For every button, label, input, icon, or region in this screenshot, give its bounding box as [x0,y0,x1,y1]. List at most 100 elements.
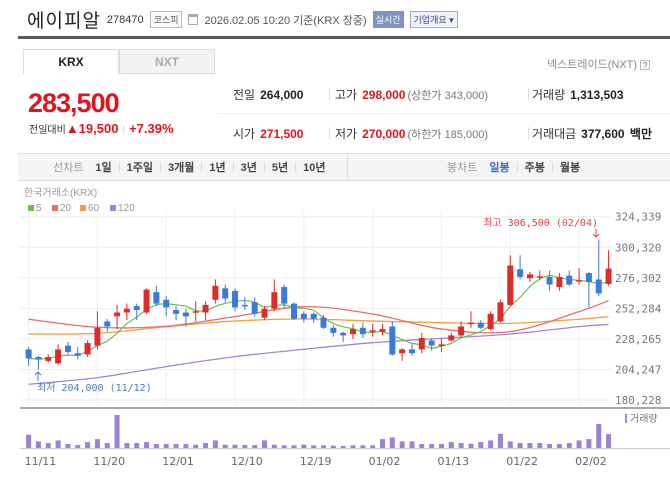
volume-bar [340,446,346,448]
volume-bar [94,439,100,448]
y-tick-label: 204,247 [615,363,661,376]
candle-월봉[interactable]: 월봉 [559,162,581,174]
legend-item-ma5[interactable]: 5 [28,203,42,215]
open-price: 시가 271,500 [233,127,304,141]
candle-body [153,292,160,304]
price-change: 전일대비▲19,500 | +7.39% [29,121,174,136]
candle-body [64,345,71,352]
candle-body [25,349,32,359]
volume-bar [330,445,336,448]
volume-bar [350,445,356,448]
nextrade-label: 넥스트레이드(NXT)? [547,56,651,72]
y-tick-label: 276,302 [615,272,661,285]
y-tick-label: 180,228 [615,394,661,407]
candle-body [251,302,258,314]
candle-body [546,276,553,285]
volume-bar [576,440,582,448]
candle-body [408,349,415,354]
candle-body [55,349,62,364]
period-1년[interactable]: 1년 [209,162,226,174]
moving-average-ma5 [28,274,609,360]
market-badge: 코스피 [149,11,183,28]
period-1일[interactable]: 1일 [95,162,112,174]
volume-bar [153,444,159,448]
y-tick-label: 300,320 [615,241,661,254]
high-annotation: 최고 306,500 (02/04) [483,217,598,229]
divider [217,113,670,114]
candle-body [241,304,248,307]
candle-body [359,327,366,335]
candle-body [389,326,396,355]
arrow-down-icon [592,229,600,238]
volume-bar [85,442,91,448]
help-icon[interactable]: ? [640,60,651,70]
candle-body [349,329,356,335]
period-5년[interactable]: 5년 [271,162,289,174]
volume-bar [212,440,218,448]
legend-item-ma20[interactable]: 20 [52,203,71,215]
x-tick-label: 11/20 [93,455,125,468]
candle-body [487,313,494,330]
candle-body [566,275,573,285]
candle-body [123,308,130,313]
candle-body [399,349,406,354]
candle-body [497,302,504,322]
chart-source: 한국거래소(KRX) [24,188,98,199]
volume-bar [163,444,169,448]
volume: 거래량 1,313,503 [532,88,624,102]
volume-bar [458,443,464,448]
day-high: 고가 298,000 (상한가 343,000) [335,88,488,102]
current-price: 283,500 [28,88,120,118]
candle-일봉[interactable]: 일봉 [489,162,510,174]
volume-bar [252,445,258,448]
volume-bar [586,439,592,448]
volume-bar [360,445,366,448]
volume-bar [566,443,572,448]
volume-bar [527,443,533,448]
candle-body [300,313,307,319]
legend-item-ma120[interactable]: 120 [110,203,135,215]
stock-code: 278470 [106,13,144,26]
x-tick-label: 12/10 [231,455,263,468]
volume-bar [173,444,179,448]
volume-legend-icon [625,414,627,423]
candle-body [585,273,592,282]
volume-bar [203,443,209,448]
volume-bar [55,440,61,448]
tab-nxt[interactable]: NXT [119,49,215,74]
divider [159,162,161,172]
candle-body [163,299,170,308]
candle-body [320,317,327,328]
period-3개월[interactable]: 3개월 [167,162,195,174]
x-tick-label: 01/02 [369,455,401,468]
volume-bar [222,444,228,448]
period-1주일[interactable]: 1주일 [126,162,153,174]
candle-body [438,344,445,346]
period-10년[interactable]: 10년 [303,162,326,174]
x-tick-label: 12/19 [300,455,332,468]
volume-bar [262,440,268,448]
volume-bar [389,437,395,448]
company-info-dropdown[interactable]: 기업개요 ▾ [409,11,458,28]
tab-krx[interactable]: KRX [23,49,119,74]
legend-item-ma60[interactable]: 60 [80,203,99,215]
line-chart-periods: 선차트 1일 1주일 3개월 1년 3년 5년 10년 [53,153,325,181]
candle-body [369,330,376,332]
moving-average-ma120 [28,323,609,385]
divider [118,162,120,172]
period-3년[interactable]: 3년 [240,162,257,174]
candle-body [114,312,121,317]
volume-bar [134,443,140,448]
candle-body [45,357,52,361]
candle-body [84,343,91,355]
candle-body [212,285,219,300]
realtime-button[interactable]: 실시간 [372,11,404,28]
volume-bar [75,445,81,448]
candle-body [448,335,455,341]
volume-bar [124,443,130,448]
candle-주봉[interactable]: 주봉 [524,162,545,174]
y-tick-label: 324,339 [615,211,661,224]
volume-bar [379,439,385,448]
volume-bar [65,444,71,448]
